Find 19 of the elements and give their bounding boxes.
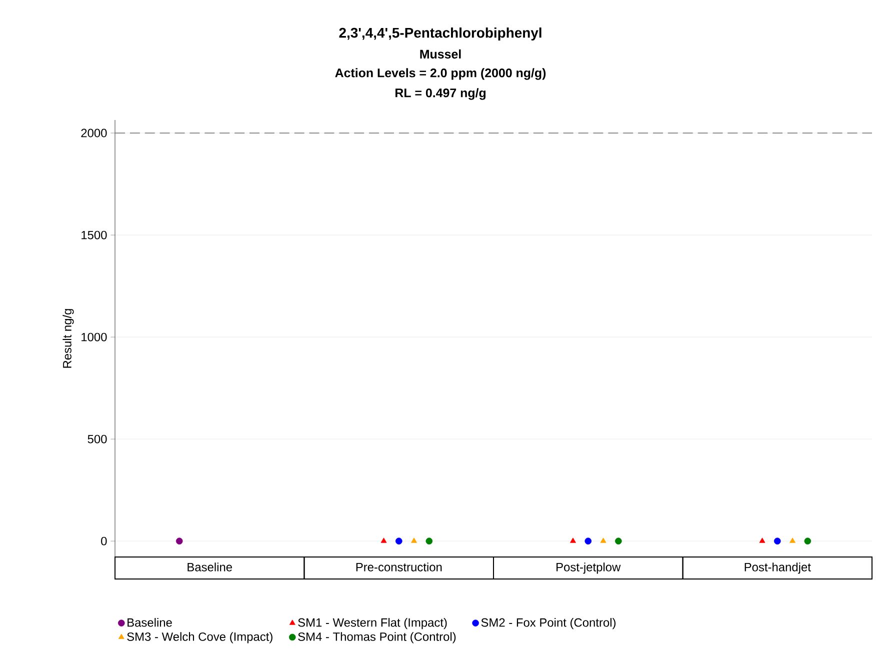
y-tick-label: 0 [101,536,107,546]
legend-label: Baseline [128,618,172,627]
chart-subtitle: Mussel [420,49,461,59]
y-tick-label: 2000 [81,128,107,138]
y-tick-label: 1000 [82,332,107,342]
x-tick-label: Baseline [188,562,232,572]
y-tick-label: 1500 [82,230,107,240]
y-tick-label: 500 [88,434,107,444]
chart-title: 2,3',4,4',5-Pentachlorobiphenyl [339,27,542,40]
y-axis-title: Result ng/g [62,309,74,368]
legend-label: SM4 - Thomas Point (Control) [298,632,456,644]
legend-label: SM2 - Fox Point (Control) [481,618,616,630]
legend-label: SM1 - Western Flat (Impact) [298,618,447,630]
x-tick-label: Post-handjet [744,562,811,574]
x-tick-label: Post-jetplow [556,562,621,574]
legend-label: SM3 - Welch Cove (Impact) [127,632,272,644]
x-tick-label: Pre-construction [356,562,442,572]
text: Action Levels = 2.0 ppm (2000 ng/g) [335,68,546,80]
text: RL = 0.497 ng/g [395,88,486,100]
